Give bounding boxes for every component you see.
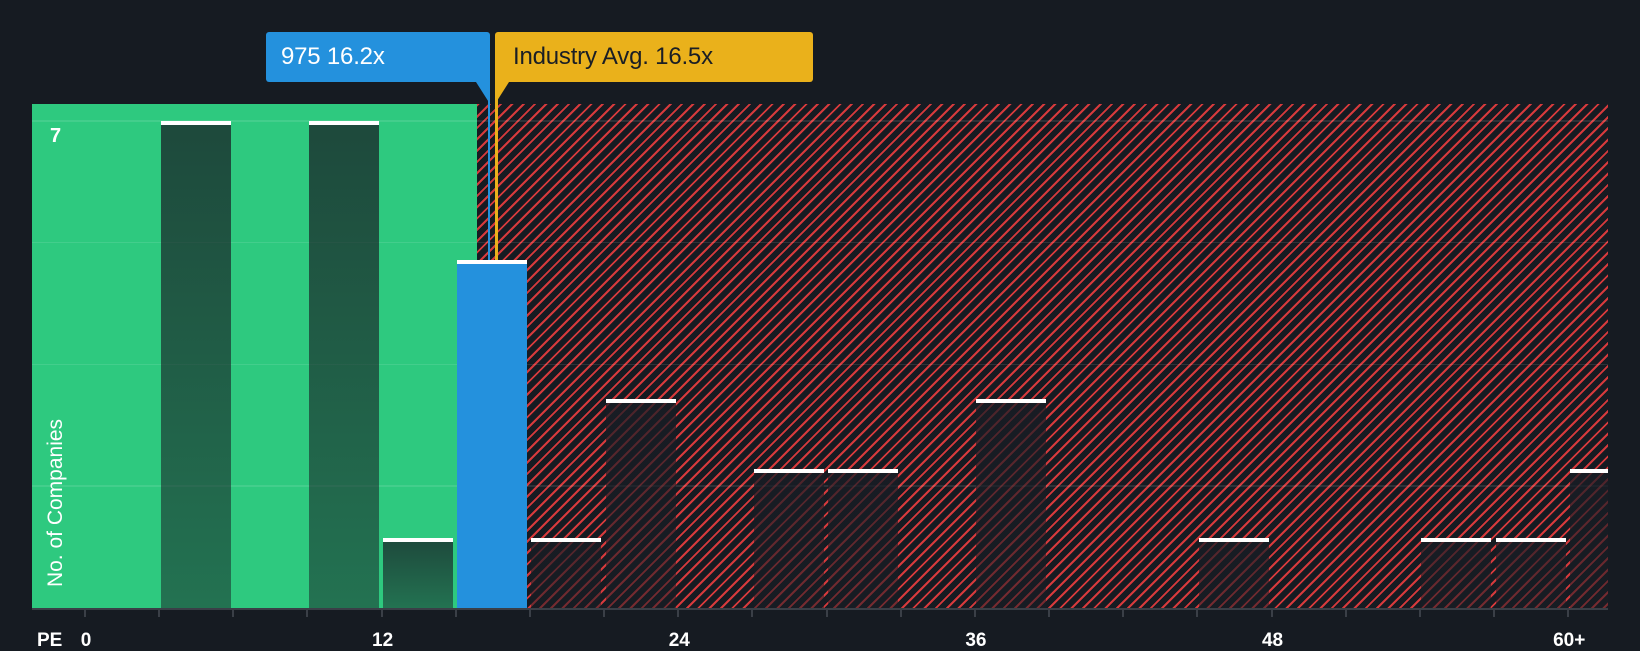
gridline: [32, 241, 1608, 244]
industry-avg-label: Industry Avg. 16.5x: [495, 32, 813, 82]
bar-cap: [160, 120, 231, 125]
bar-cap: [531, 538, 602, 543]
histogram-bar: [828, 468, 899, 608]
industry-label-pointer-icon: [495, 82, 509, 104]
bar-cap: [976, 399, 1047, 404]
x-tick: [1122, 610, 1125, 617]
x-tick: [751, 610, 754, 617]
x-tick-label: 60+: [1553, 630, 1586, 651]
bar-cap: [1495, 538, 1566, 543]
x-tick: [84, 610, 86, 617]
x-tick: [899, 610, 902, 617]
plot-area: [32, 104, 1608, 608]
gridline: [32, 120, 1608, 122]
x-tick: [1567, 610, 1570, 617]
industry-avg-label-text: Industry Avg. 16.5x: [513, 43, 713, 70]
bar-cap: [457, 260, 528, 264]
histogram-bar: [531, 538, 602, 608]
x-tick-label: 24: [668, 630, 690, 651]
x-tick: [1344, 610, 1347, 617]
x-tick: [677, 610, 680, 617]
x-tick: [1493, 610, 1496, 617]
x-tick: [158, 610, 161, 617]
gridline: [32, 363, 1608, 366]
x-tick-label: 36: [965, 630, 987, 651]
x-tick: [232, 610, 235, 617]
bar-cap: [753, 468, 824, 473]
x-tick-label: 48: [1261, 630, 1284, 651]
x-tick: [1418, 610, 1421, 617]
x-tick: [603, 610, 606, 617]
y-axis-title: No. of Companies: [44, 418, 67, 588]
x-axis-line: [32, 608, 1608, 610]
histogram-bar: [1198, 538, 1269, 608]
bar-cap: [1421, 538, 1492, 543]
company-pe-label-text: 975 16.2x: [281, 43, 385, 70]
x-tick: [1270, 610, 1273, 617]
x-tick-label: 12: [372, 630, 394, 651]
bar-cap: [1198, 538, 1269, 543]
histogram-bar: [976, 399, 1047, 608]
x-tick: [454, 610, 457, 617]
company-pe-label: 975 16.2x: [266, 32, 490, 82]
bar-cap: [383, 538, 454, 543]
histogram-bar: [1495, 538, 1566, 608]
y-tick-label-max: 7: [50, 125, 62, 147]
bar-cap: [828, 468, 899, 473]
histogram-bar: [605, 399, 676, 608]
x-tick: [528, 610, 531, 617]
histogram-bar: [1569, 468, 1608, 608]
bar-cap: [605, 399, 676, 404]
histogram-bar: [1421, 538, 1492, 608]
x-tick: [1048, 610, 1051, 617]
bar-cap: [308, 120, 379, 125]
histogram-bar: [160, 120, 231, 608]
x-tick: [306, 610, 309, 617]
undervalued-zone: [32, 104, 477, 608]
highlighted-company-bar: [457, 260, 528, 608]
x-axis-title: PE: [37, 630, 63, 651]
bar-cap: [1569, 468, 1608, 473]
histogram-bar: [383, 538, 454, 608]
x-tick: [1196, 610, 1199, 617]
x-tick: [973, 610, 976, 617]
histogram-bar: [753, 468, 824, 608]
company-label-pointer-icon: [476, 82, 490, 104]
x-tick-label: 0: [80, 630, 92, 651]
histogram-bar: [308, 120, 379, 608]
x-tick: [825, 610, 828, 617]
x-tick: [380, 610, 383, 617]
